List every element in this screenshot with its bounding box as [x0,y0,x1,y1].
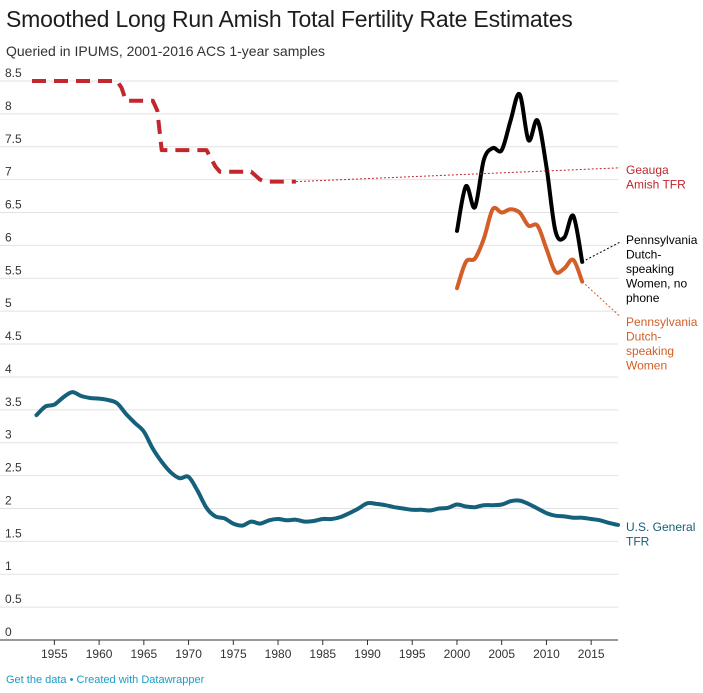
x-tick-label: 1955 [41,647,68,660]
series-label: Pennsylvania Dutch-speaking Women, no phone [626,233,698,305]
y-tick-label: 0.5 [5,592,22,606]
y-tick-label: 7.5 [5,132,22,146]
series-label-line: phone [626,291,660,305]
series-label-line: speaking [626,344,674,358]
x-tick-label: 1970 [175,647,202,660]
series-label-line: Women [626,359,667,373]
series-label-line: Pennsylvania [626,315,698,329]
y-tick-label: 1.5 [5,526,22,540]
x-tick-label: 1965 [130,647,157,660]
series-label: Pennsylvania Dutch-speaking Women [626,315,698,373]
series-label-line: U.S. General [626,520,695,534]
y-tick-label: 5 [5,296,12,310]
y-tick-label: 8.5 [5,66,22,80]
x-tick-label: 2000 [444,647,471,660]
series-line-2 [455,205,585,291]
x-axis: 1955 1960 1965 1970 1975 1980 1985 1990 1995 2000… [41,640,605,660]
chart-subtitle: Queried in IPUMS, 2001-2016 ACS 1-year s… [6,43,326,59]
x-tick-label: 1990 [354,647,381,660]
y-tick-label: 0 [5,625,12,639]
series-label-line: Pennsylvania [626,233,698,247]
series-label-line: Geauga [626,163,669,177]
x-tick-label: 1985 [309,647,336,660]
chart-title: Smoothed Long Run Amish Total Fertility … [6,6,573,32]
series-line-1 [455,91,585,264]
y-tick-label: 4.5 [5,329,22,343]
label-connector [581,281,621,317]
y-tick-label: 3 [5,428,12,442]
x-tick-label: 1960 [86,647,113,660]
series-label-line: Dutch- [626,330,661,344]
series-label-line: Women, no [626,277,687,291]
x-tick-label: 1995 [399,647,426,660]
series-label-line: TFR [626,535,650,549]
x-tick-label: 2015 [578,647,605,660]
line-chart: 0 0.5 1 1.5 2 2.5 3 3.5 4 4.5 5 5.5 6 6.5 7 7.5 8 8.5 195… [0,66,698,660]
series-line-0 [32,79,296,184]
y-tick-label: 2 [5,493,12,507]
x-tick-label: 1980 [265,647,292,660]
y-tick-label: 6 [5,230,12,244]
series-group [32,79,620,528]
series-label-line: speaking [626,262,674,276]
datawrapper-credit-link[interactable]: Created with Datawrapper [76,674,205,686]
y-tick-label: 6.5 [5,198,22,212]
y-tick-label: 8 [5,99,12,113]
series-line-3 [34,390,620,528]
x-tick-label: 2010 [533,647,560,660]
x-tick-label: 1975 [220,647,247,660]
x-tick-label: 2005 [488,647,515,660]
y-tick-label: 1 [5,559,12,573]
series-label-line: Dutch- [626,248,661,262]
footer-separator: • [69,674,74,686]
y-tick-label: 5.5 [5,263,22,277]
series-label: U.S. General TFR [626,520,695,549]
y-tick-label: 7 [5,165,12,179]
series-label: Geauga Amish TFR [626,163,686,192]
footer: Get the data • Created with Datawrapper [6,674,204,686]
series-label-line: Amish TFR [626,178,686,192]
get-data-link[interactable]: Get the data [6,674,67,686]
label-connector [581,241,621,263]
y-tick-label: 3.5 [5,395,22,409]
grid-lines [0,80,618,641]
y-tick-label: 2.5 [5,461,22,475]
y-tick-label: 4 [5,362,12,376]
y-axis: 0 0.5 1 1.5 2 2.5 3 3.5 4 4.5 5 5.5 6 6.5 7 7.5 8 8.5 [5,66,22,639]
